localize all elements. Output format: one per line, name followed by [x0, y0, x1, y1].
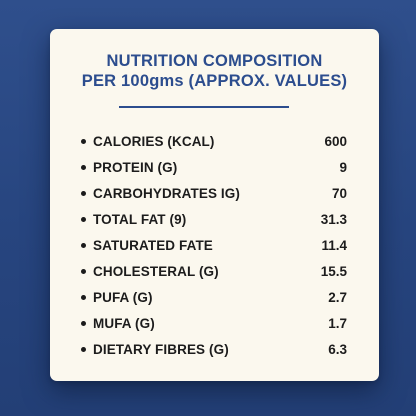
nutrient-value: 6.3 [328, 342, 347, 357]
nutrient-label: CHOLESTERAL (G) [93, 264, 219, 279]
nutrient-label: MUFA (G) [93, 316, 155, 331]
nutrient-value: 70 [331, 186, 347, 201]
card-title-line-1: NUTRITION COMPOSITION [106, 52, 323, 70]
nutrition-list: CALORIES (KCAL) 600 PROTEIN (G) 9 CARBOH… [50, 129, 379, 363]
nutrient-value: 15.5 [320, 264, 347, 279]
card-title-line-2: PER 100gms (APPROX. VALUES) [81, 72, 348, 90]
list-item: PROTEIN (G) 9 [50, 155, 379, 181]
bullet-icon [81, 139, 86, 144]
title-divider [119, 106, 289, 108]
list-item: CARBOHYDRATES IG) 70 [50, 181, 379, 207]
list-item: MUFA (G) 1.7 [50, 311, 379, 337]
list-item: PUFA (G) 2.7 [50, 285, 379, 311]
bullet-icon [81, 347, 86, 352]
bullet-icon [81, 321, 86, 326]
nutrient-label: DIETARY FIBRES (G) [93, 342, 229, 357]
nutrient-label: PROTEIN (G) [93, 160, 178, 175]
nutrient-label: CALORIES (KCAL) [93, 134, 215, 149]
bullet-icon [81, 269, 86, 274]
nutrition-card: NUTRITION COMPOSITION PER 100gms (APPROX… [50, 29, 379, 381]
bullet-icon [81, 217, 86, 222]
list-item: DIETARY FIBRES (G) 6.3 [50, 337, 379, 363]
nutrient-value: 31.3 [320, 212, 347, 227]
list-item: SATURATED FATE 11.4 [50, 233, 379, 259]
nutrient-value: 600 [324, 134, 347, 149]
nutrient-value: 1.7 [328, 316, 347, 331]
bullet-icon [81, 191, 86, 196]
bullet-icon [81, 243, 86, 248]
bullet-icon [81, 165, 86, 170]
nutrient-label: PUFA (G) [93, 290, 153, 305]
nutrient-label: TOTAL FAT (9) [93, 212, 187, 227]
list-item: CALORIES (KCAL) 600 [50, 129, 379, 155]
nutrient-value: 2.7 [328, 290, 347, 305]
nutrient-label: CARBOHYDRATES IG) [93, 186, 240, 201]
nutrient-label: SATURATED FATE [93, 238, 213, 253]
list-item: TOTAL FAT (9) 31.3 [50, 207, 379, 233]
bullet-icon [81, 295, 86, 300]
nutrient-value: 11.4 [321, 238, 347, 253]
nutrient-value: 9 [339, 160, 347, 175]
list-item: CHOLESTERAL (G) 15.5 [50, 259, 379, 285]
